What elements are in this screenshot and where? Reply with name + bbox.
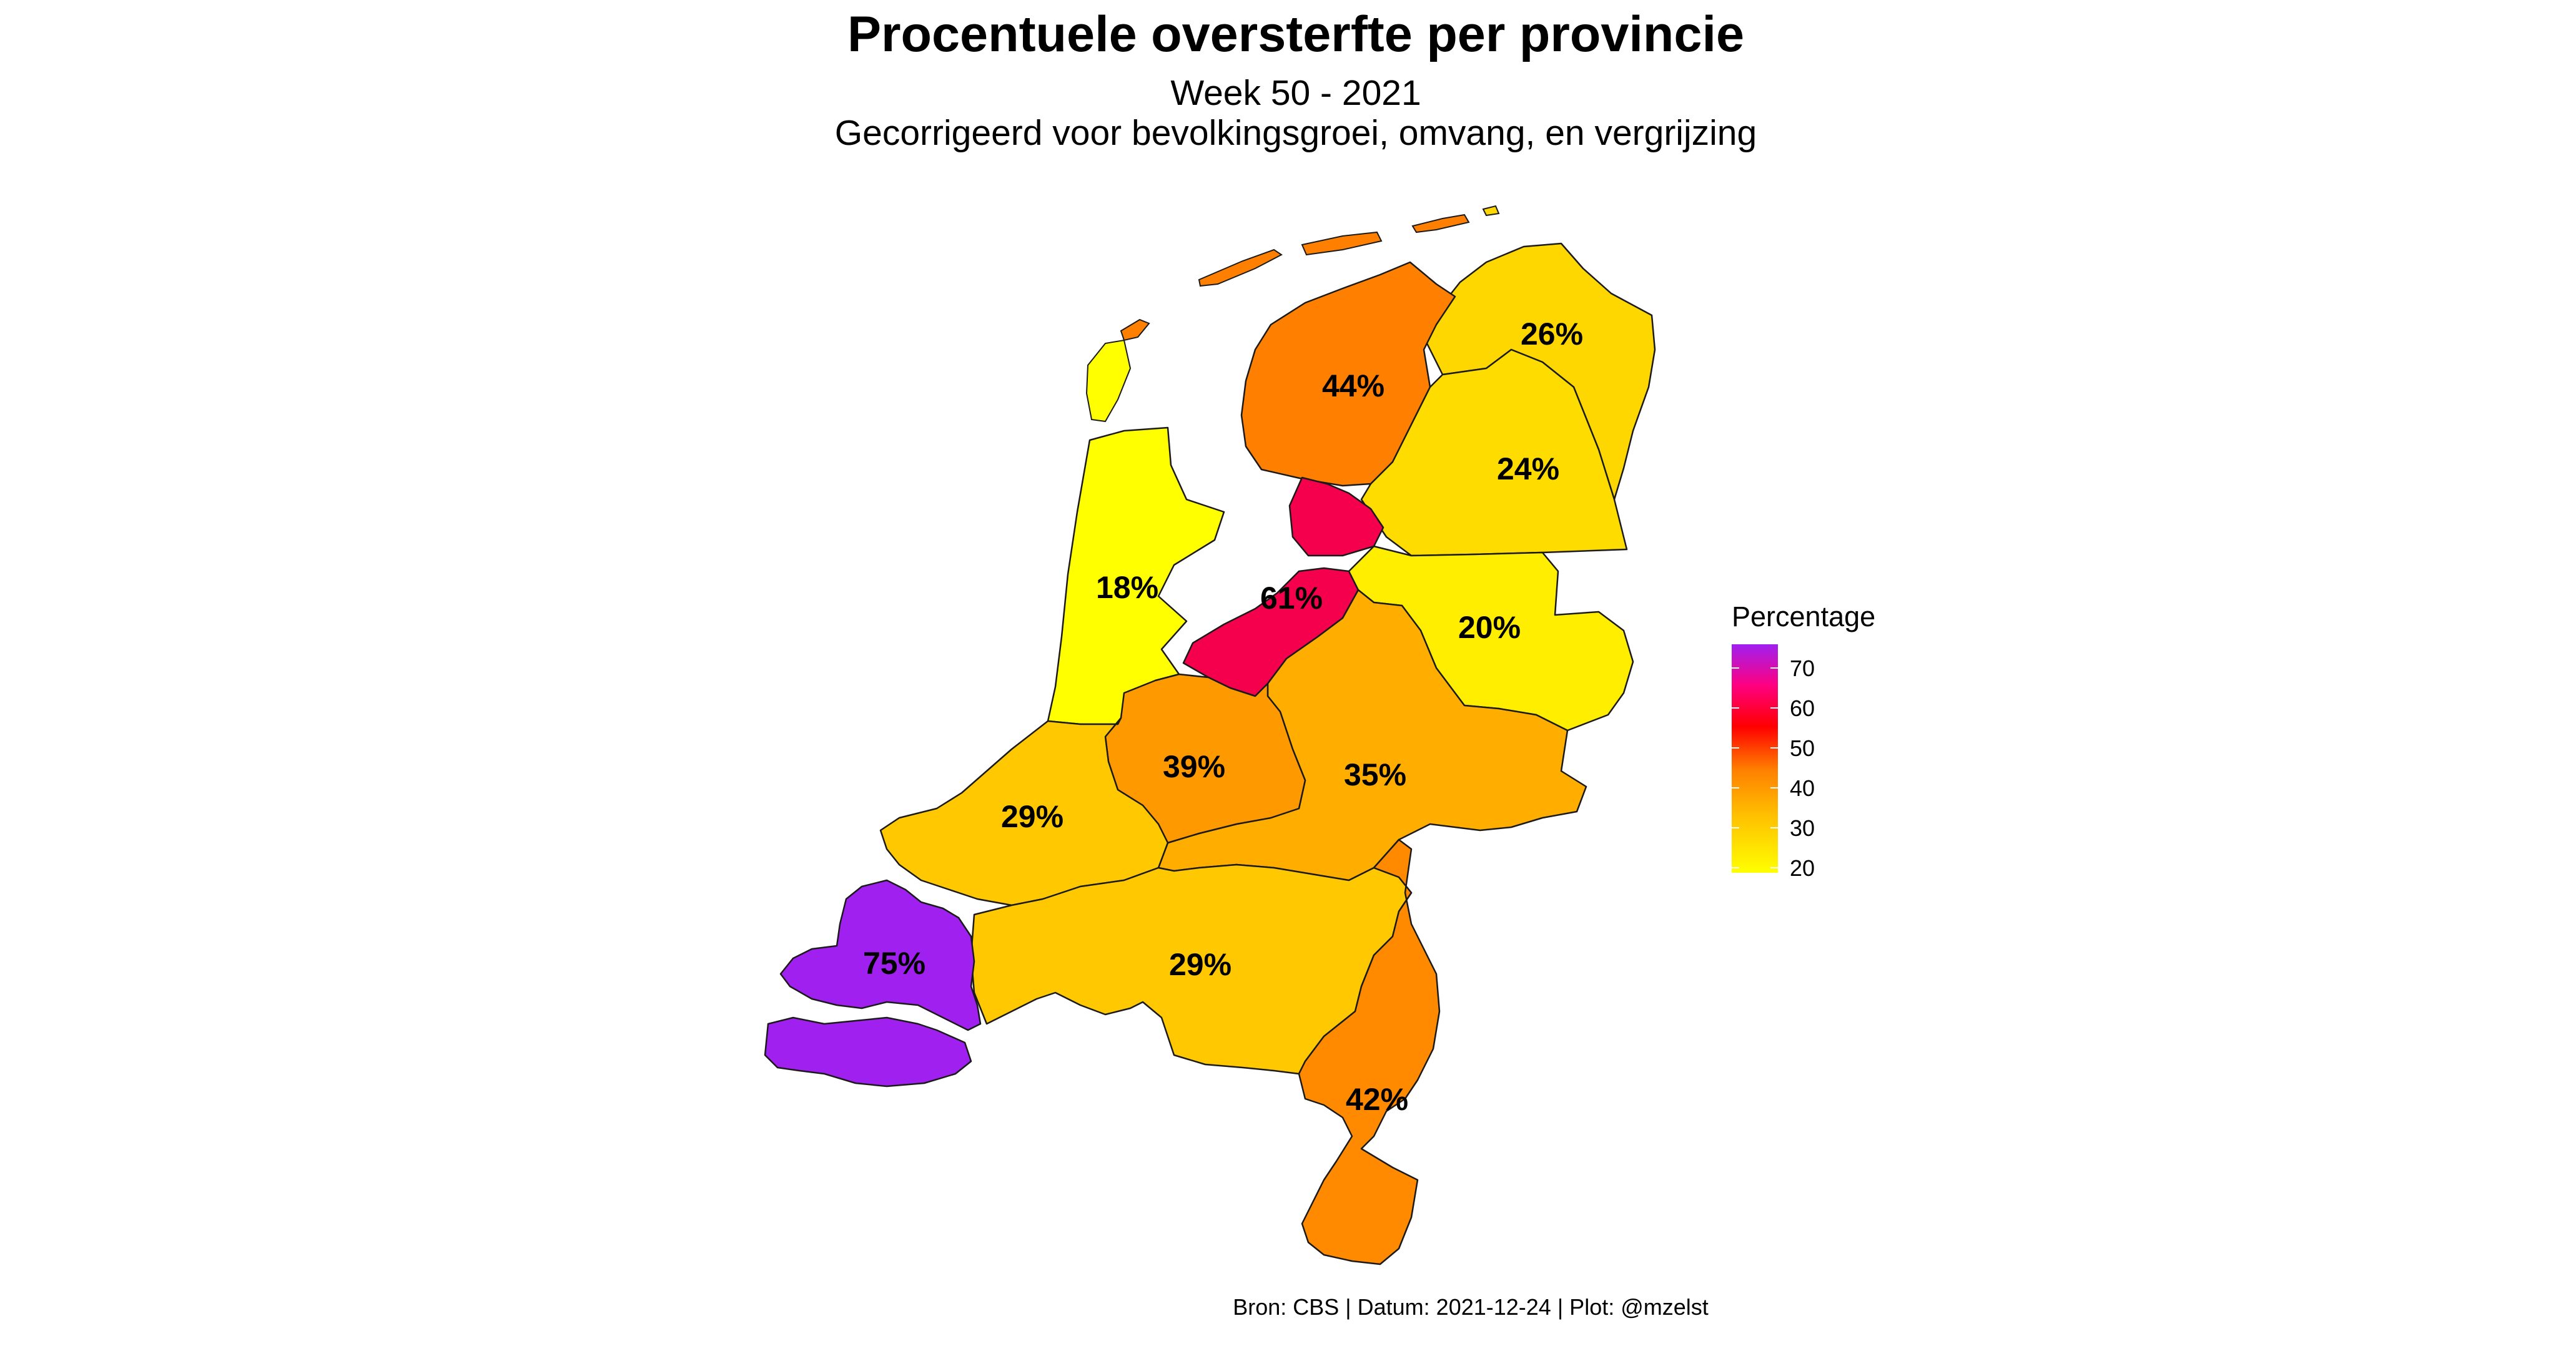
label-gelderland: 35% <box>1344 757 1406 792</box>
label-utrecht: 39% <box>1163 749 1225 784</box>
label-groningen: 26% <box>1521 317 1583 351</box>
legend-colorbar <box>1732 644 1778 873</box>
legend-tick-30: 30 <box>1790 815 1815 841</box>
map-subtitle-correction: Gecorrigeerd voor bevolkingsgroei, omvan… <box>835 113 1757 153</box>
island-terschelling <box>1198 248 1283 287</box>
island-ameland <box>1301 231 1383 256</box>
legend-ticks <box>1732 667 1778 868</box>
label-drenthe: 24% <box>1497 451 1559 486</box>
legend-tick-60: 60 <box>1790 695 1815 721</box>
legend-title: Percentage <box>1732 601 1875 632</box>
province-zeeland-vlaanderen-shape <box>764 1016 972 1088</box>
map-title: Procentuele oversterfte per provincie <box>847 6 1744 62</box>
label-limburg: 42% <box>1346 1082 1408 1117</box>
island-rottumeroog <box>1482 205 1500 217</box>
label-zeeland: 75% <box>863 946 925 981</box>
map-subtitle-week: Week 50 - 2021 <box>1170 73 1421 113</box>
label-overijssel: 20% <box>1458 610 1521 645</box>
island-schiermonnikoog <box>1411 214 1470 233</box>
legend-tick-70: 70 <box>1790 656 1815 681</box>
island-texel <box>1085 339 1132 423</box>
province-shapes <box>764 242 1656 1265</box>
legend-tick-40: 40 <box>1790 775 1815 801</box>
province-limburg-shape <box>1298 838 1441 1265</box>
legend: Percentage 70 60 50 40 30 20 <box>1732 601 1875 881</box>
label-noord-holland: 18% <box>1096 570 1158 605</box>
island-vlieland <box>1120 318 1150 341</box>
province-noord-holland-shape <box>1047 426 1225 725</box>
label-zuid-holland: 29% <box>1001 799 1063 834</box>
province-labels: 26% 44% 24% 18% 61% 20% 39% 35% 29% 75% … <box>863 317 1583 1117</box>
source-caption: Bron: CBS | Datum: 2021-12-24 | Plot: @m… <box>1233 1294 1709 1320</box>
label-flevoland: 61% <box>1260 581 1323 616</box>
wadden-islands <box>1085 205 1500 423</box>
label-noord-brabant: 29% <box>1169 947 1231 982</box>
legend-tick-20: 20 <box>1790 855 1815 881</box>
legend-tick-50: 50 <box>1790 735 1815 761</box>
province-zeeland-shape <box>779 879 982 1031</box>
label-friesland: 44% <box>1322 368 1384 403</box>
